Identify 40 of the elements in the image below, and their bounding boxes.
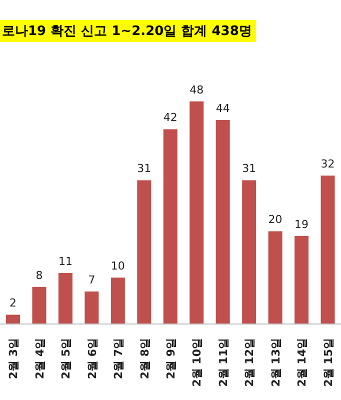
x-tick-label: 2월 15일 (322, 338, 335, 387)
bar (216, 120, 230, 324)
data-label: 8 (36, 268, 43, 282)
bar (190, 101, 204, 324)
bar (268, 231, 282, 324)
bar (294, 236, 309, 324)
x-tick-label: 2월 4일 (33, 338, 46, 380)
x-tick-label: 2월 10일 (190, 338, 204, 387)
chart-title: 로나19 확진 신고 1~2.20일 합계 438명 (0, 20, 256, 42)
data-label: 20 (268, 213, 282, 226)
x-tick-label: 2월 14일 (296, 338, 309, 387)
data-label: 10 (110, 260, 125, 273)
data-label: 2 (10, 296, 16, 310)
data-label: 19 (294, 218, 309, 231)
bar (6, 314, 20, 324)
x-tick-label: 2월 7일 (112, 338, 126, 380)
data-label: 44 (216, 102, 230, 115)
data-label: 32 (320, 158, 335, 171)
bar (242, 180, 256, 324)
bar (84, 292, 99, 324)
bar (163, 129, 178, 324)
data-label: 11 (58, 254, 72, 268)
x-tick-label: 2월 13일 (269, 338, 282, 387)
x-tick-label: 2월 12일 (243, 338, 256, 387)
data-label: 42 (163, 111, 178, 124)
x-tick-label: 2월 9일 (164, 338, 178, 380)
bar (58, 272, 72, 324)
bar (137, 180, 152, 324)
bar (32, 286, 46, 324)
bar (110, 278, 125, 324)
data-label: 7 (88, 274, 96, 287)
x-tick-label: 2월 8일 (138, 338, 152, 380)
x-tick-label: 2월 5일 (60, 338, 73, 380)
data-label: 48 (190, 83, 204, 96)
x-tick-label: 2월 6일 (86, 338, 99, 380)
data-label: 31 (137, 162, 152, 176)
x-tick-label: 2월 11일 (216, 338, 230, 387)
bar (320, 176, 335, 324)
x-tick-label: 2월 3일 (7, 338, 20, 380)
data-label: 31 (242, 162, 256, 176)
